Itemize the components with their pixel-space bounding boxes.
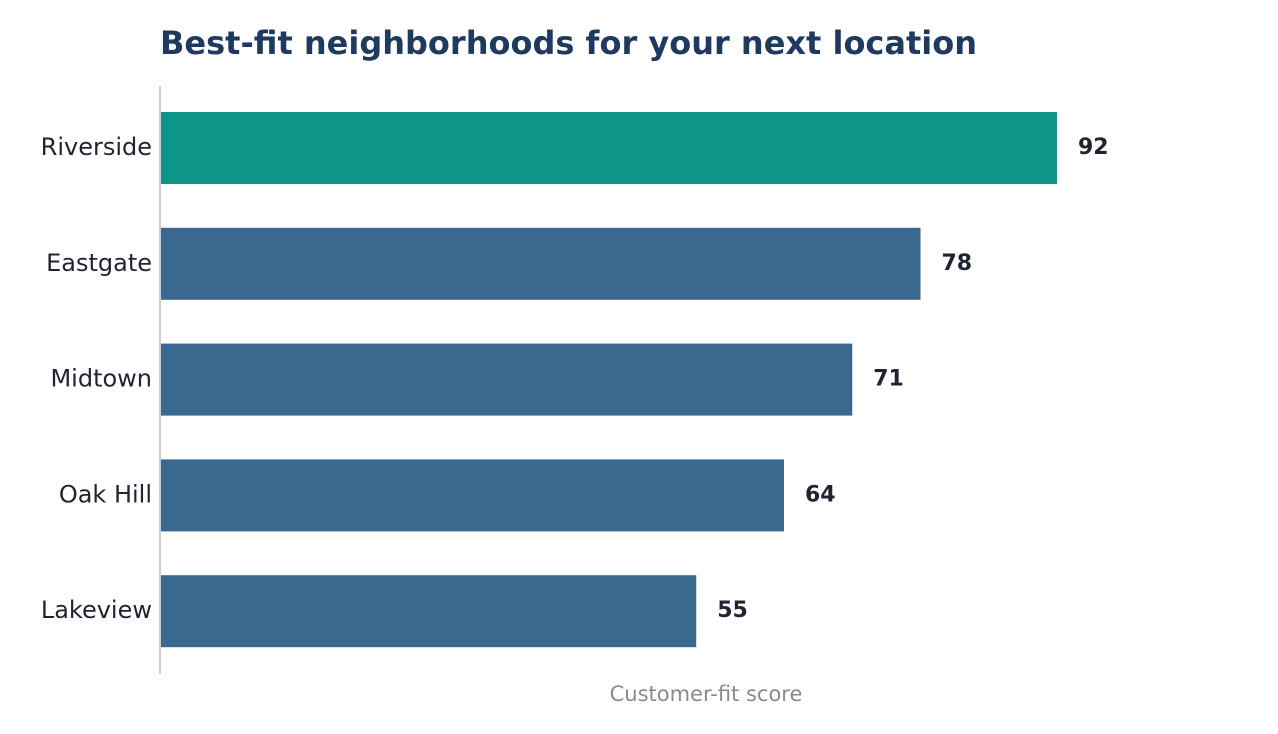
category-label: Midtown bbox=[50, 365, 152, 393]
bar-oak-hill bbox=[160, 459, 784, 532]
value-label: 55 bbox=[717, 598, 748, 623]
value-label: 78 bbox=[942, 251, 973, 276]
bar-lakeview bbox=[160, 575, 697, 648]
category-label: Lakeview bbox=[41, 596, 152, 624]
x-axis-label: Customer-fit score bbox=[610, 682, 803, 706]
value-label: 92 bbox=[1078, 135, 1109, 160]
bar-riverside bbox=[160, 112, 1057, 184]
chart-title: Best-fit neighborhoods for your next loc… bbox=[160, 24, 978, 62]
bars-layer: Riverside 92 Eastgate 78 Midtown 71 Oak Hill 64… bbox=[41, 112, 1109, 648]
bar-midtown bbox=[160, 343, 853, 416]
category-label: Oak Hill bbox=[59, 480, 152, 508]
category-label: Riverside bbox=[41, 133, 152, 161]
bar-eastgate bbox=[160, 227, 921, 300]
value-label: 64 bbox=[805, 482, 836, 507]
value-label: 71 bbox=[873, 367, 904, 392]
category-label: Eastgate bbox=[46, 249, 152, 277]
